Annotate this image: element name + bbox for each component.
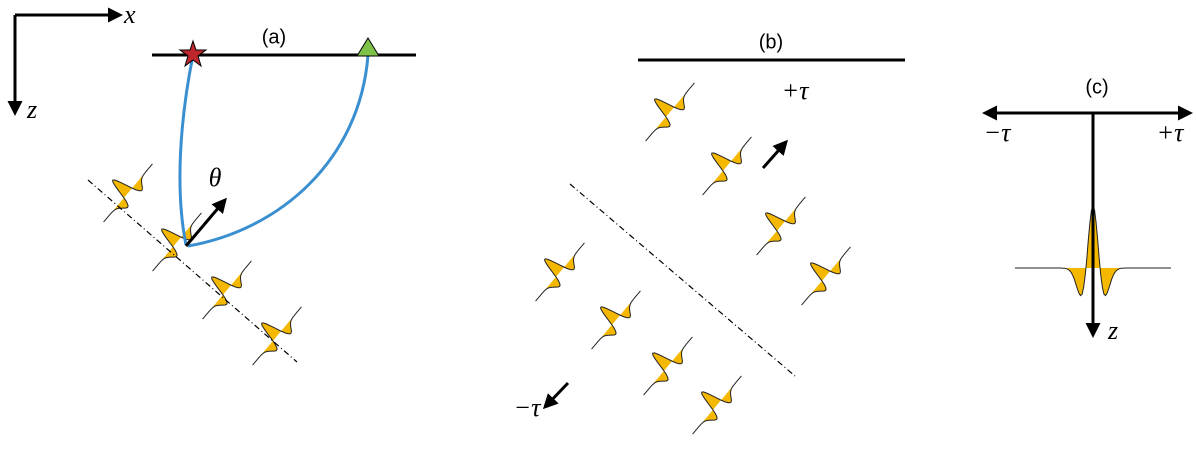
reflector xyxy=(88,180,297,362)
minus-label: −τ xyxy=(984,118,1013,147)
wavelet-part xyxy=(687,124,758,201)
panel-label: (b) xyxy=(759,31,783,53)
wavelet xyxy=(630,70,701,147)
wavelet xyxy=(786,234,857,311)
wavelet xyxy=(237,294,308,371)
wavelet xyxy=(520,230,591,307)
z-axis-label: z xyxy=(26,95,37,124)
wavelet-part xyxy=(628,324,699,401)
wavelet xyxy=(741,184,812,261)
wavelet-part xyxy=(786,234,857,311)
wavelet-part xyxy=(520,230,591,307)
plus-arrow xyxy=(763,142,786,168)
wavelet xyxy=(687,124,758,201)
depth-label: z xyxy=(1107,316,1118,345)
wavelet xyxy=(677,363,748,440)
wavelet-part xyxy=(576,278,647,355)
figure: x z (a) θ (b) +τ −τ (c) −τ +τ z xyxy=(0,0,1196,449)
wavelet-part xyxy=(187,248,258,325)
minus-label: −τ xyxy=(514,393,543,422)
minus-arrow xyxy=(545,383,568,407)
angle-label: θ xyxy=(209,163,222,192)
plus-label: +τ xyxy=(1157,118,1186,147)
panel-label: (a) xyxy=(262,26,286,48)
wavelet-part xyxy=(677,363,748,440)
receiver xyxy=(357,38,379,56)
wavelets xyxy=(88,70,857,440)
wavelet xyxy=(187,248,258,325)
reflector xyxy=(570,184,795,376)
panel-label: (c) xyxy=(1085,76,1108,98)
plus-label: +τ xyxy=(782,76,811,105)
wavelet xyxy=(576,278,647,355)
ray xyxy=(180,55,193,245)
wavelet-part xyxy=(137,200,208,277)
wavelet-part xyxy=(741,184,812,261)
x-axis-label: x xyxy=(123,0,136,29)
wavelet xyxy=(137,200,208,277)
wavelet-part xyxy=(237,294,308,371)
wavelet-part xyxy=(630,70,701,147)
wavelet xyxy=(628,324,699,401)
ray xyxy=(188,55,368,246)
